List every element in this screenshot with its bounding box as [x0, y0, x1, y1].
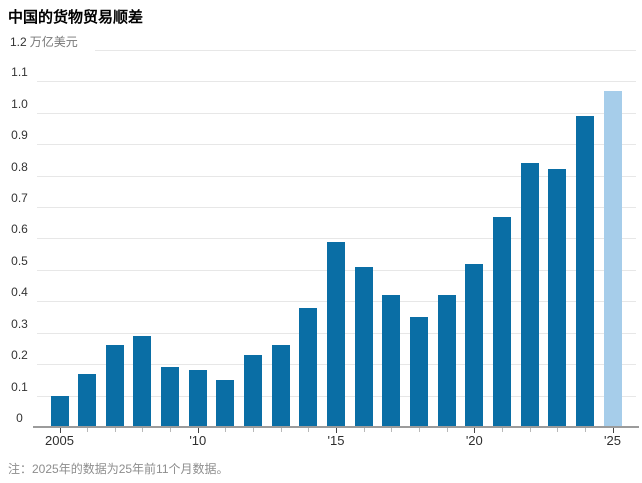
x-axis-label-2015: '15 — [327, 433, 345, 448]
bar-2021 — [492, 217, 511, 427]
x-axis-tick — [447, 428, 448, 432]
bar-2015 — [327, 242, 345, 427]
x-axis-tick — [502, 428, 503, 432]
bar-2023 — [548, 169, 567, 427]
y-axis-tick-label: 0.6 — [11, 222, 28, 236]
y-axis-unit-row: 1.2 万亿美元 — [10, 33, 78, 50]
x-axis-tick — [336, 428, 337, 433]
bar-2006 — [78, 374, 97, 427]
y-axis-tick-label: 0.7 — [11, 191, 28, 205]
bar-2005 — [50, 396, 69, 427]
y-axis-tick-label: 0.8 — [11, 160, 28, 174]
x-axis-tick — [170, 428, 171, 432]
chart-title: 中国的货物贸易顺差 — [8, 9, 144, 26]
bar-2011 — [216, 380, 235, 427]
bar-2012 — [244, 355, 262, 427]
x-axis-label-2005: 2005 — [45, 433, 74, 448]
bar-2007 — [105, 345, 124, 427]
x-axis-tick — [198, 428, 199, 433]
y-axis-tick-label: 1.0 — [11, 97, 28, 111]
bar-2024 — [575, 116, 594, 427]
x-axis-tick — [308, 428, 309, 432]
x-axis-label-2010: '10 — [189, 433, 207, 448]
bar-2014 — [299, 308, 318, 427]
gridline — [95, 50, 636, 51]
gridline — [37, 144, 636, 145]
bar-2017 — [382, 295, 401, 427]
x-axis-label-2020: '20 — [465, 433, 483, 448]
bar-2022 — [520, 163, 539, 427]
x-axis-tick — [60, 428, 61, 433]
bar-2013 — [271, 345, 290, 427]
x-axis-tick — [530, 428, 531, 432]
gridline — [37, 207, 636, 208]
gridline — [37, 238, 636, 239]
x-axis-tick — [391, 428, 392, 432]
y-axis-tick-label: 0.9 — [11, 128, 28, 142]
y-axis-top-tick: 1.2 — [10, 35, 27, 49]
bar-2009 — [161, 367, 180, 427]
y-axis-unit-label: 万亿美元 — [29, 35, 78, 49]
y-axis-tick-label: 0.2 — [11, 348, 28, 362]
bar-2018 — [409, 317, 428, 427]
bar-2010 — [188, 370, 207, 427]
x-axis-tick — [419, 428, 420, 432]
footnote: 注：2025年的数据为25年前11个月数据。 — [8, 462, 229, 476]
x-axis-line — [33, 426, 639, 428]
x-axis-label-2025: '25 — [604, 433, 621, 448]
bar-2025 — [603, 91, 622, 427]
x-axis-tick — [474, 428, 475, 433]
x-axis-tick — [87, 428, 88, 432]
y-axis-tick-label: 0.5 — [11, 254, 28, 268]
bar-2016 — [354, 267, 373, 427]
x-axis-tick — [225, 428, 226, 432]
y-axis-tick-label: 0.1 — [11, 380, 28, 394]
x-axis-tick — [253, 428, 254, 432]
bar-2020 — [465, 264, 484, 427]
x-axis-tick — [281, 428, 282, 432]
x-axis-tick — [613, 428, 614, 433]
x-axis-tick — [364, 428, 365, 432]
gridline — [37, 176, 636, 177]
x-axis-tick — [557, 428, 558, 432]
y-axis-tick-label: 0.4 — [11, 285, 28, 299]
gridline — [37, 81, 636, 82]
x-axis-tick — [142, 428, 143, 432]
y-axis-tick-label: 0 — [16, 411, 23, 425]
y-axis-tick-label: 0.3 — [11, 317, 28, 331]
bar-2019 — [437, 295, 456, 427]
gridline — [37, 113, 636, 114]
x-axis-tick — [115, 428, 116, 432]
x-axis-tick — [585, 428, 586, 432]
bar-2008 — [133, 336, 152, 427]
y-axis-tick-label: 1.1 — [11, 65, 28, 79]
